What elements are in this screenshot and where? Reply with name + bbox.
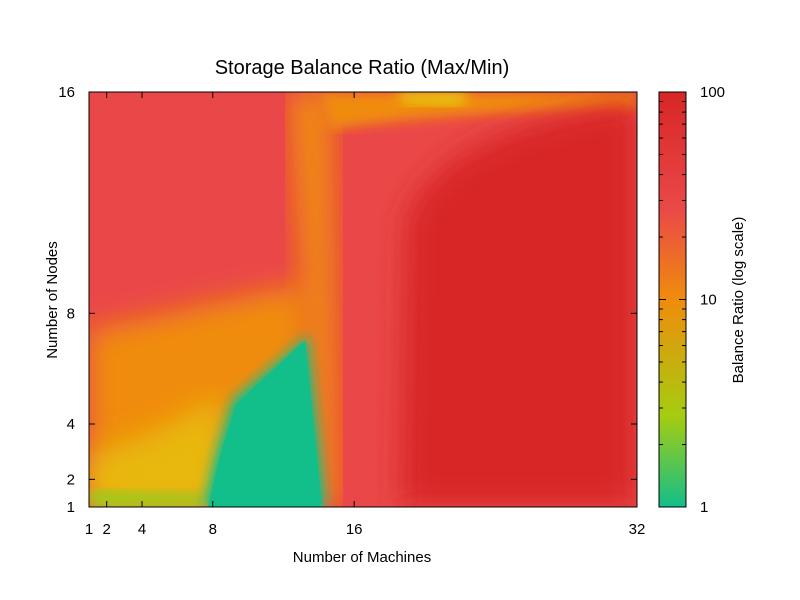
- y-tick-label: 8: [67, 305, 75, 322]
- y-tick-label: 2: [67, 471, 75, 488]
- y-axis-label: Number of Nodes: [44, 241, 61, 359]
- colorbar-tick-label: 1: [700, 499, 708, 516]
- colorbar-ticks: 1 10 100: [659, 84, 725, 516]
- colorbar-tick-label: 100: [700, 84, 725, 101]
- y-tick-label: 4: [67, 416, 75, 433]
- x-tick-label: 16: [346, 521, 363, 538]
- colorbar-tick-label: 10: [700, 292, 717, 309]
- x-axis-label: Number of Machines: [293, 549, 431, 566]
- colorbar-label: Balance Ratio (log scale): [730, 217, 747, 384]
- x-axis-ticks: 1 2 4 8 16 32: [85, 92, 646, 538]
- x-tick-label: 8: [209, 521, 217, 538]
- y-axis-ticks: 1 2 4 8 16: [58, 84, 637, 516]
- y-tick-label: 16: [58, 84, 75, 101]
- x-tick-label: 1: [85, 521, 93, 538]
- x-tick-label: 4: [138, 521, 146, 538]
- chart-title: Storage Balance Ratio (Max/Min): [215, 57, 510, 79]
- x-tick-label: 32: [629, 521, 646, 538]
- y-tick-label: 1: [67, 499, 75, 516]
- x-tick-label: 2: [103, 521, 111, 538]
- heatmap-surface: [89, 92, 637, 507]
- plot-frame: [88, 91, 638, 508]
